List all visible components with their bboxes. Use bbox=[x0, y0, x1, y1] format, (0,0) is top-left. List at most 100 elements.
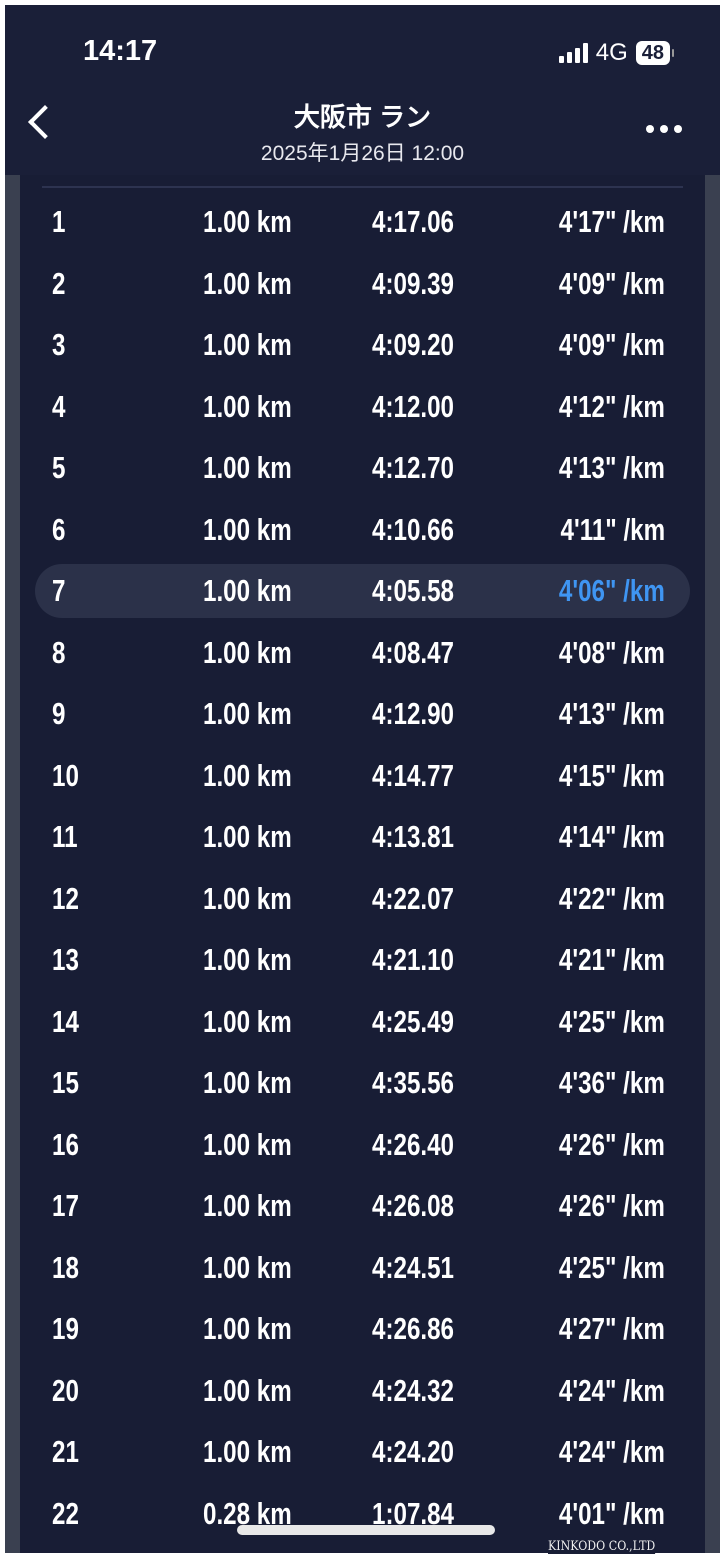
lap-distance: 1.00 km bbox=[203, 819, 292, 854]
battery-icon: 48 bbox=[635, 41, 675, 65]
lap-number: 2 bbox=[52, 265, 66, 301]
page-subtitle: 2025年1月26日 12:00 bbox=[260, 142, 465, 165]
lap-time: 4:12.70 bbox=[372, 450, 455, 485]
signal-icon bbox=[558, 43, 588, 63]
status-icons: 4G 48 bbox=[558, 39, 675, 67]
lap-time: 4:26.08 bbox=[372, 1188, 455, 1223]
lap-number: 4 bbox=[52, 388, 66, 424]
lap-pace: 4'25" /km bbox=[559, 1003, 665, 1039]
lap-row[interactable]: 14 1.00 km 4:25.49 4'25" /km bbox=[35, 995, 690, 1049]
lap-number: 5 bbox=[52, 450, 66, 485]
lap-number: 11 bbox=[52, 819, 78, 854]
status-time: 14:17 bbox=[83, 35, 158, 67]
lap-row[interactable]: 5 1.00 km 4:12.70 4'13" /km bbox=[35, 441, 690, 495]
lap-row[interactable]: 8 1.00 km 4:08.47 4'08" /km bbox=[35, 626, 690, 680]
lap-pace: 4'26" /km bbox=[559, 1188, 665, 1223]
lap-time: 4:09.20 bbox=[372, 327, 455, 362]
lap-row[interactable]: 9 1.00 km 4:12.90 4'13" /km bbox=[35, 687, 690, 741]
lap-pace: 4'26" /km bbox=[559, 1126, 665, 1162]
lap-pace: 4'22" /km bbox=[559, 880, 665, 916]
lap-number: 9 bbox=[52, 696, 66, 731]
map-background bbox=[704, 175, 720, 1553]
watermark: KINKODO CO.,LTD bbox=[548, 1539, 656, 1554]
lap-row[interactable]: 6 1.00 km 4:10.66 4'11" /km bbox=[35, 503, 690, 557]
header: 14:17 4G 48 大阪市 ラン 2025年1月26日 12:00 bbox=[5, 5, 720, 175]
lap-row[interactable]: 3 1.00 km 4:09.20 4'09" /km bbox=[35, 318, 690, 372]
lap-row[interactable]: 1 1.00 km 4:17.06 4'17" /km bbox=[35, 195, 690, 249]
screen: 14:17 4G 48 大阪市 ラン 2025年1月26日 12:00 1 1.0… bbox=[5, 5, 720, 1553]
lap-number: 6 bbox=[52, 511, 66, 547]
lap-distance: 1.00 km bbox=[203, 942, 292, 977]
lap-number: 16 bbox=[52, 1126, 79, 1162]
more-options-icon[interactable] bbox=[646, 125, 682, 133]
lap-number: 1 bbox=[52, 204, 66, 239]
lap-pace: 4'24" /km bbox=[559, 1372, 665, 1408]
lap-row[interactable]: 17 1.00 km 4:26.08 4'26" /km bbox=[35, 1179, 690, 1233]
lap-distance: 1.00 km bbox=[203, 388, 292, 424]
lap-distance: 1.00 km bbox=[203, 880, 292, 916]
lap-distance: 1.00 km bbox=[203, 1249, 292, 1285]
lap-distance: 1.00 km bbox=[203, 1003, 292, 1039]
lap-pace: 4'21" /km bbox=[559, 942, 665, 977]
lap-time: 4:26.86 bbox=[372, 1311, 455, 1346]
lap-time: 4:10.66 bbox=[372, 511, 455, 547]
lap-time: 4:12.90 bbox=[372, 696, 455, 731]
lap-row[interactable]: 16 1.00 km 4:26.40 4'26" /km bbox=[35, 1118, 690, 1172]
lap-number: 12 bbox=[52, 880, 79, 916]
lap-time: 1:07.84 bbox=[372, 1495, 455, 1531]
lap-number: 20 bbox=[52, 1372, 79, 1408]
lap-row[interactable]: 13 1.00 km 4:21.10 4'21" /km bbox=[35, 933, 690, 987]
lap-distance: 1.00 km bbox=[203, 1126, 292, 1162]
lap-number: 10 bbox=[52, 757, 79, 793]
lap-pace: 4'01" /km bbox=[559, 1495, 665, 1531]
lap-time: 4:24.20 bbox=[372, 1434, 455, 1469]
lap-time: 4:13.81 bbox=[372, 819, 455, 854]
lap-distance: 1.00 km bbox=[203, 511, 292, 547]
lap-pace: 4'14" /km bbox=[559, 819, 665, 854]
lap-number: 17 bbox=[52, 1188, 79, 1223]
lap-number: 18 bbox=[52, 1249, 79, 1285]
lap-number: 22 bbox=[52, 1495, 79, 1531]
lap-row[interactable]: 4 1.00 km 4:12.00 4'12" /km bbox=[35, 380, 690, 434]
home-indicator[interactable] bbox=[237, 1525, 495, 1535]
lap-number: 19 bbox=[52, 1311, 79, 1346]
lap-number: 8 bbox=[52, 634, 66, 670]
lap-pace: 4'09" /km bbox=[559, 327, 665, 362]
lap-distance: 1.00 km bbox=[203, 1311, 292, 1346]
lap-row[interactable]: 20 1.00 km 4:24.32 4'24" /km bbox=[35, 1364, 690, 1418]
lap-time: 4:25.49 bbox=[372, 1003, 455, 1039]
lap-time: 4:17.06 bbox=[372, 204, 455, 239]
lap-number: 3 bbox=[52, 327, 66, 362]
lap-pace: 4'36" /km bbox=[559, 1065, 665, 1100]
lap-number: 14 bbox=[52, 1003, 79, 1039]
lap-time: 4:35.56 bbox=[372, 1065, 455, 1100]
lap-distance: 1.00 km bbox=[203, 634, 292, 670]
lap-time: 4:21.10 bbox=[372, 942, 455, 977]
lap-number: 21 bbox=[52, 1434, 79, 1469]
lap-pace: 4'09" /km bbox=[559, 265, 665, 301]
lap-pace: 4'06" /km bbox=[559, 573, 665, 608]
lap-row[interactable]: 2 1.00 km 4:09.39 4'09" /km bbox=[35, 257, 690, 311]
lap-row[interactable]: 11 1.00 km 4:13.81 4'14" /km bbox=[35, 810, 690, 864]
lap-number: 7 bbox=[52, 573, 66, 608]
lap-pace: 4'24" /km bbox=[559, 1434, 665, 1469]
lap-distance: 1.00 km bbox=[203, 573, 292, 608]
lap-row[interactable]: 18 1.00 km 4:24.51 4'25" /km bbox=[35, 1241, 690, 1295]
lap-row[interactable]: 19 1.00 km 4:26.86 4'27" /km bbox=[35, 1302, 690, 1356]
lap-distance: 1.00 km bbox=[203, 265, 292, 301]
lap-row[interactable]: 7 1.00 km 4:05.58 4'06" /km bbox=[35, 564, 690, 618]
lap-row[interactable]: 12 1.00 km 4:22.07 4'22" /km bbox=[35, 872, 690, 926]
lap-distance: 1.00 km bbox=[203, 327, 292, 362]
lap-distance: 1.00 km bbox=[203, 1434, 292, 1469]
lap-distance: 0.28 km bbox=[203, 1495, 292, 1531]
lap-row[interactable]: 21 1.00 km 4:24.20 4'24" /km bbox=[35, 1425, 690, 1479]
divider bbox=[42, 186, 683, 188]
lap-row[interactable]: 22 0.28 km 1:07.84 4'01" /km bbox=[35, 1487, 690, 1541]
lap-time: 4:22.07 bbox=[372, 880, 455, 916]
lap-number: 15 bbox=[52, 1065, 79, 1100]
lap-row[interactable]: 10 1.00 km 4:14.77 4'15" /km bbox=[35, 749, 690, 803]
lap-row[interactable]: 15 1.00 km 4:35.56 4'36" /km bbox=[35, 1056, 690, 1110]
lap-distance: 1.00 km bbox=[203, 204, 292, 239]
lap-pace: 4'13" /km bbox=[559, 696, 665, 731]
lap-distance: 1.00 km bbox=[203, 1372, 292, 1408]
